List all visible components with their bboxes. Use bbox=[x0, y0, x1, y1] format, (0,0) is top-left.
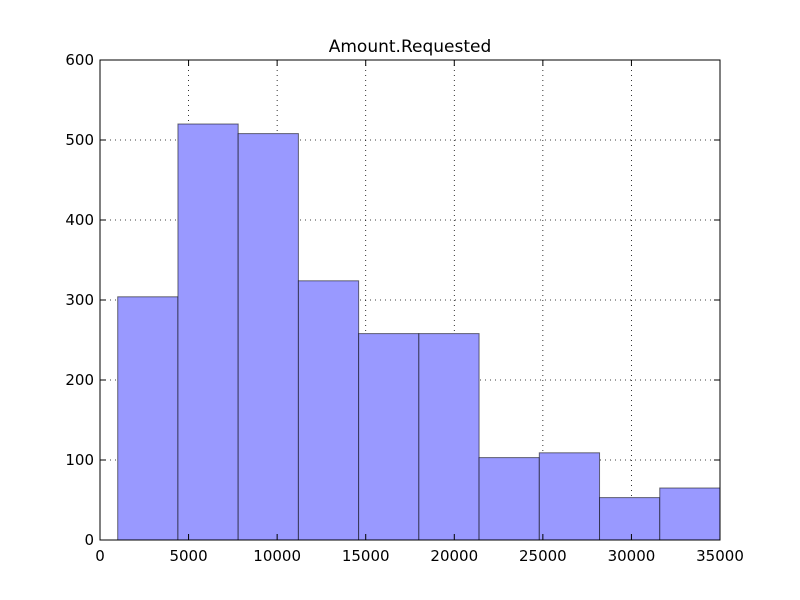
y-tick-label: 500 bbox=[65, 131, 94, 149]
x-tick-label: 0 bbox=[95, 547, 105, 565]
x-tick-label: 20000 bbox=[430, 547, 478, 565]
x-tick-label: 10000 bbox=[253, 547, 301, 565]
y-tick-label: 300 bbox=[65, 291, 94, 309]
x-tick-label: 35000 bbox=[696, 547, 744, 565]
chart-title: Amount.Requested bbox=[329, 37, 492, 57]
x-tick-label: 5000 bbox=[169, 547, 207, 565]
histogram-bar bbox=[478, 457, 540, 541]
histogram-bar bbox=[237, 133, 299, 541]
y-tick-label: 0 bbox=[84, 531, 94, 549]
histogram-bar bbox=[659, 487, 721, 541]
y-axis-labels: 0 100 200 300 400 500 600 bbox=[65, 51, 94, 549]
histogram-bar bbox=[358, 333, 420, 541]
x-tick-label: 25000 bbox=[519, 547, 567, 565]
histogram-bar bbox=[538, 452, 601, 541]
bars-layer bbox=[117, 123, 721, 541]
x-tick-label: 15000 bbox=[342, 547, 390, 565]
histogram-bar bbox=[418, 333, 480, 541]
histogram-bar bbox=[177, 123, 239, 541]
y-tick-label: 600 bbox=[65, 51, 94, 69]
y-tick-label: 400 bbox=[65, 211, 94, 229]
ticks-layer bbox=[99, 59, 721, 541]
histogram-bar bbox=[117, 296, 179, 541]
x-tick-label: 30000 bbox=[608, 547, 656, 565]
histogram-bar bbox=[599, 497, 661, 541]
x-axis-labels: 0 5000 10000 15000 20000 25000 30000 35000 bbox=[95, 547, 744, 565]
y-tick-label: 100 bbox=[65, 451, 94, 469]
y-tick-label: 200 bbox=[65, 371, 94, 389]
histogram-bar bbox=[297, 280, 360, 541]
